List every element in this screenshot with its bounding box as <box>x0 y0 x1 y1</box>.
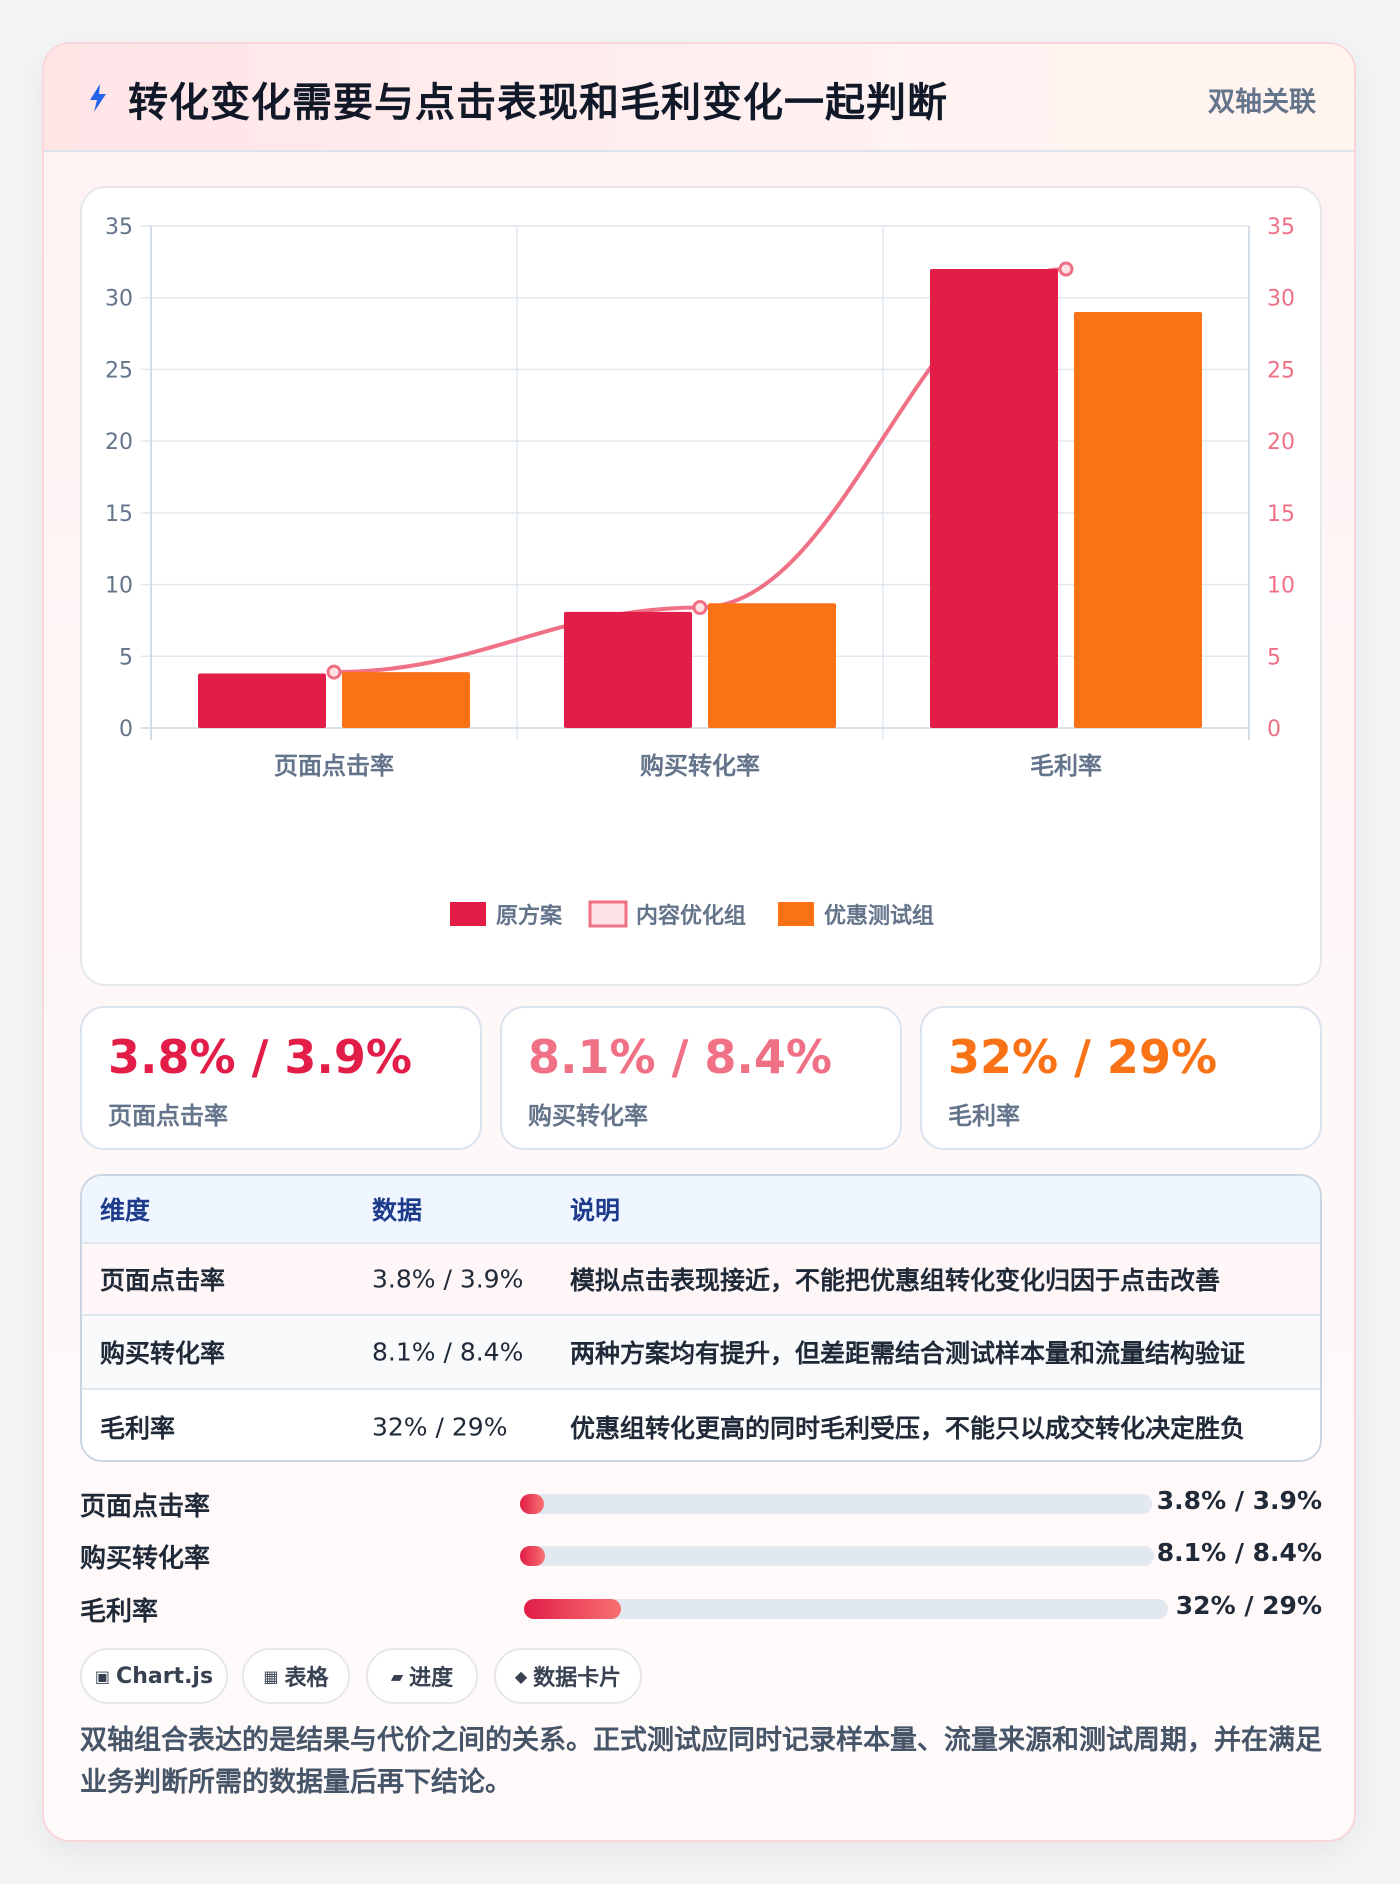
y-left-tick-label: 15 <box>105 502 133 527</box>
table-row: 毛利率 32% / 29% 优惠组转化更高的同时毛利受压，不能只以成交转化决定胜… <box>82 1390 1320 1460</box>
legend-swatch <box>778 902 814 926</box>
legend-label: 原方案 <box>496 903 563 929</box>
table-cell: 8.1% / 8.4% <box>372 1337 524 1367</box>
progress-row: 页面点击率 3.8% / 3.9% <box>80 1482 1322 1522</box>
chart-icon: ▣ <box>94 1666 111 1686</box>
kpi-value: 8.1% / 8.4% <box>528 1030 832 1084</box>
y-left-tick-label: 10 <box>105 574 133 599</box>
progress-value: 3.8% / 3.9% <box>1156 1486 1322 1515</box>
table-cell: 3.8% / 3.9% <box>372 1264 524 1294</box>
table-header-cell: 数据 <box>372 1196 423 1225</box>
kpi-card-click-rate: 3.8% / 3.9% 页面点击率 <box>80 1006 482 1150</box>
progress-track <box>520 1546 1154 1566</box>
y-right-tick-label: 10 <box>1267 574 1295 599</box>
card-header: 转化变化需要与点击表现和毛利变化一起判断 双轴关联 <box>44 44 1354 152</box>
footer-note: 双轴组合表达的是结果与代价之间的关系。正式测试应同时记录样本量、流量来源和测试周… <box>80 1725 1322 1798</box>
table-cell: 32% / 29% <box>372 1412 508 1442</box>
bar-original <box>198 673 326 728</box>
y-right-tick-label: 25 <box>1267 358 1295 383</box>
progress-fill <box>520 1546 545 1566</box>
kpi-value: 3.8% / 3.9% <box>108 1030 412 1084</box>
table-cell: 两种方案均有提升，但差距需结合测试样本量和流量结构验证 <box>570 1339 1246 1368</box>
chart-container: 0 5 10 15 20 25 30 35 0 5 10 15 20 25 30 35 页面点击率 购买转化率 毛利… <box>80 186 1322 986</box>
tag-table[interactable]: ▦ 表格 <box>242 1648 350 1704</box>
legend-swatch <box>588 900 628 928</box>
progress-label: 页面点击率 <box>80 1492 211 1522</box>
table-row: 购买转化率 8.1% / 8.4% 两种方案均有提升，但差距需结合测试样本量和流… <box>82 1316 1320 1390</box>
tag-chartjs[interactable]: ▣ Chart.js <box>80 1648 228 1704</box>
progress-label: 购买转化率 <box>80 1544 211 1574</box>
y-right-tick-label: 35 <box>1267 215 1295 240</box>
line-point <box>1058 261 1074 277</box>
bar-discount-test <box>708 603 836 728</box>
x-tick-label: 页面点击率 <box>274 752 394 780</box>
kpi-card-conversion-rate: 8.1% / 8.4% 购买转化率 <box>500 1006 902 1150</box>
tag-data-card[interactable]: ◆ 数据卡片 <box>494 1648 642 1704</box>
legend-swatch <box>450 902 486 926</box>
y-right-tick-label: 5 <box>1267 645 1281 670</box>
y-left-tick-label: 0 <box>119 717 133 742</box>
y-right-tick-label: 0 <box>1267 717 1281 742</box>
bar-original <box>930 269 1058 728</box>
legend-label: 优惠测试组 <box>824 903 934 929</box>
tag-label: 进度 <box>409 1666 454 1691</box>
kpi-label: 毛利率 <box>948 1102 1020 1130</box>
bar-discount-test <box>342 672 470 728</box>
combo-chart: 0 5 10 15 20 25 30 35 0 5 10 15 20 25 30 35 页面点击率 购买转化率 毛利… <box>105 215 1295 929</box>
y-left-tick-label: 30 <box>105 287 133 312</box>
y-left-tick-label: 20 <box>105 430 133 455</box>
table-row: 页面点击率 3.8% / 3.9% 模拟点击表现接近，不能把优惠组转化变化归因于… <box>82 1244 1320 1316</box>
lightning-icon <box>90 84 106 112</box>
progress-row: 购买转化率 8.1% / 8.4% <box>80 1534 1322 1574</box>
table-header-cell: 维度 <box>100 1196 151 1225</box>
line-point <box>326 664 342 680</box>
card-title: 转化变化需要与点击表现和毛利变化一起判断 <box>128 80 948 126</box>
table-cell: 购买转化率 <box>100 1339 226 1368</box>
bar-discount-test <box>1074 312 1202 728</box>
chart-card: 转化变化需要与点击表现和毛利变化一起判断 双轴关联 0 5 10 15 20 25 30 35… <box>42 42 1356 1842</box>
table-cell: 毛利率 <box>100 1414 176 1443</box>
progress-fill <box>520 1494 545 1514</box>
progress-track <box>520 1494 1152 1514</box>
tag-label: Chart.js <box>116 1663 214 1689</box>
progress-value: 8.1% / 8.4% <box>1156 1538 1322 1567</box>
progress-track <box>524 1599 1168 1619</box>
table-cell: 页面点击率 <box>100 1266 226 1295</box>
tag-label: 数据卡片 <box>533 1666 622 1691</box>
y-right-tick-label: 30 <box>1267 287 1295 312</box>
x-tick-label: 毛利率 <box>1030 752 1102 780</box>
kpi-label: 页面点击率 <box>108 1102 228 1130</box>
table-icon: ▦ <box>263 1666 279 1686</box>
diamond-icon: ◆ <box>514 1666 528 1686</box>
table-header-row: 维度 数据 说明 <box>82 1176 1320 1244</box>
bar-original <box>564 611 692 728</box>
data-table: 维度 数据 说明 页面点击率 3.8% / 3.9% 模拟点击表现接近，不能把优… <box>80 1174 1322 1462</box>
progress-value: 32% / 29% <box>1175 1591 1322 1620</box>
table-cell: 优惠组转化更高的同时毛利受压，不能只以成交转化决定胜负 <box>570 1414 1246 1443</box>
kpi-label: 购买转化率 <box>528 1102 648 1130</box>
y-left-tick-label: 25 <box>105 358 133 383</box>
kpi-card-gross-margin: 32% / 29% 毛利率 <box>920 1006 1322 1150</box>
y-left-tick-label: 5 <box>119 645 133 670</box>
line-point <box>692 600 708 616</box>
legend-label: 内容优化组 <box>636 903 746 929</box>
tag-progress[interactable]: ▰ 进度 <box>366 1648 478 1704</box>
progress-icon: ▰ <box>390 1666 404 1686</box>
y-left-tick-label: 35 <box>105 215 133 240</box>
table-header-cell: 说明 <box>570 1196 621 1225</box>
dual-axis-badge: 双轴关联 <box>1208 87 1316 118</box>
kpi-value: 32% / 29% <box>948 1030 1218 1084</box>
x-tick-label: 购买转化率 <box>640 752 760 780</box>
y-right-tick-label: 15 <box>1267 502 1295 527</box>
tag-label: 表格 <box>284 1666 329 1691</box>
y-right-tick-label: 20 <box>1267 430 1295 455</box>
progress-row: 毛利率 32% / 29% <box>80 1587 1322 1627</box>
progress-fill <box>524 1599 621 1619</box>
progress-label: 毛利率 <box>80 1597 159 1627</box>
table-cell: 模拟点击表现接近，不能把优惠组转化变化归因于点击改善 <box>570 1266 1221 1295</box>
